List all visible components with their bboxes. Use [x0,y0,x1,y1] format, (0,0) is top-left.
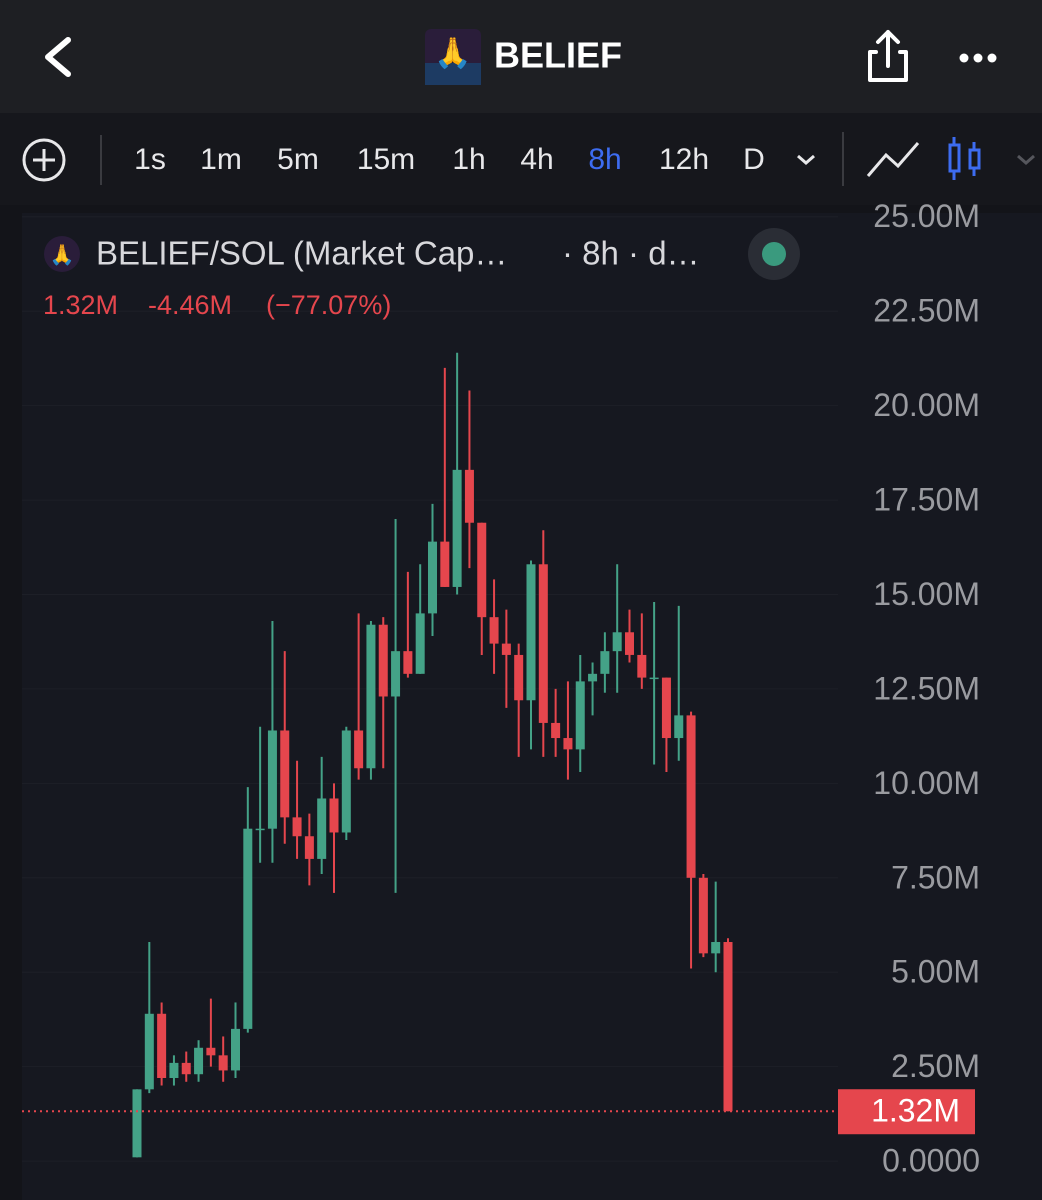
candle-body [206,1047,216,1056]
candle-body [243,828,253,1029]
candle-body [280,730,290,818]
interval-tab[interactable]: 1m [200,143,242,176]
candle-chart-button[interactable] [948,137,981,180]
candle-body [267,730,277,829]
interval-tab[interactable]: D [743,143,765,176]
y-tick-label: 20.00M [873,387,980,423]
candle-body [169,1062,179,1078]
last-value: 1.32M [43,290,118,320]
change: -4.46M [148,290,232,320]
status-dot [762,242,786,266]
candle-body [674,715,684,739]
y-tick-label: 10.00M [873,765,980,801]
candle-body [391,651,401,697]
candle-body [661,677,671,739]
candle-body [575,681,585,750]
y-tick-label: 2.50M [891,1048,980,1084]
page-title: BELIEF [494,35,622,76]
back-button[interactable] [45,37,71,77]
interval-tab[interactable]: 1h [452,143,485,176]
candle-body [686,715,696,878]
interval-tab[interactable]: 5m [277,143,319,176]
candle-body [501,643,511,655]
candle-body [723,942,733,1112]
more-intervals[interactable] [797,154,815,165]
interval-tab[interactable]: 8h [588,143,621,176]
candle-body [255,828,265,831]
add-indicator-button[interactable] [22,138,66,182]
y-tick-label: 25.00M [873,198,980,234]
candle-body [563,738,573,750]
y-tick-label: 17.50M [873,482,980,518]
legend: 🙏 BELIEF/SOL (Market Cap… · 8h · d… 1.32… [43,228,800,320]
candle-body [625,632,634,655]
candle-body [329,798,339,833]
candle-body [354,730,364,769]
more-button[interactable] [959,53,997,63]
candle-body [526,564,536,701]
share-button[interactable] [868,30,908,82]
candle-body [649,677,659,680]
y-tick-label: 5.00M [891,954,980,990]
last-price-tag [838,1089,975,1135]
candle-body [157,1013,167,1078]
y-tick-label: 0.0000 [882,1143,980,1179]
candle-body [477,522,487,618]
candle-body [588,673,598,682]
candle-body [489,617,499,644]
y-tick-label: 15.00M [873,576,980,612]
chart-type-menu[interactable] [1017,154,1035,165]
y-tick-label: 12.50M [873,670,980,706]
svg-text:🙏: 🙏 [434,36,471,70]
candle-body [218,1055,228,1071]
candle-body [464,469,474,523]
candle-body [452,469,462,587]
candle-body [612,632,622,652]
toolbar [0,113,1042,205]
line-chart-button[interactable] [866,142,920,177]
candle-body [194,1047,204,1075]
candle-body [551,722,561,739]
candle-body [378,624,388,697]
token-icon: 🙏 [425,29,481,85]
candle-body [711,942,721,954]
y-tick-label: 7.50M [891,859,980,895]
chart-title: BELIEF/SOL (Market Cap… [96,235,507,272]
candle-body [698,877,708,954]
candle-body [132,1089,142,1158]
change-pct: (−77.07%) [266,290,391,320]
candle-body [403,651,413,674]
candle-body [514,654,524,701]
interval-tab[interactable]: 12h [659,143,709,176]
candle-body [181,1062,191,1075]
y-tick-label: 22.50M [873,293,980,329]
candle-body [637,654,647,678]
candle-body [231,1028,240,1071]
interval-tab[interactable]: 1s [134,143,166,176]
candle-body [341,730,351,833]
candle-body [600,651,610,674]
candle-body [366,624,376,769]
candle-body [440,541,450,587]
candle-body [292,817,302,837]
candle-body [428,541,437,614]
candle-body [538,564,548,723]
candle-body [317,798,327,859]
svg-text:🙏: 🙏 [50,243,75,266]
chart-subtitle: · 8h · d… [562,235,700,272]
candle-body [415,613,425,674]
last-price-label: 1.32M [871,1093,960,1129]
interval-tab[interactable]: 15m [357,143,415,176]
interval-tab[interactable]: 4h [520,143,553,176]
candle-body [304,836,314,859]
candle-body [144,1013,154,1090]
